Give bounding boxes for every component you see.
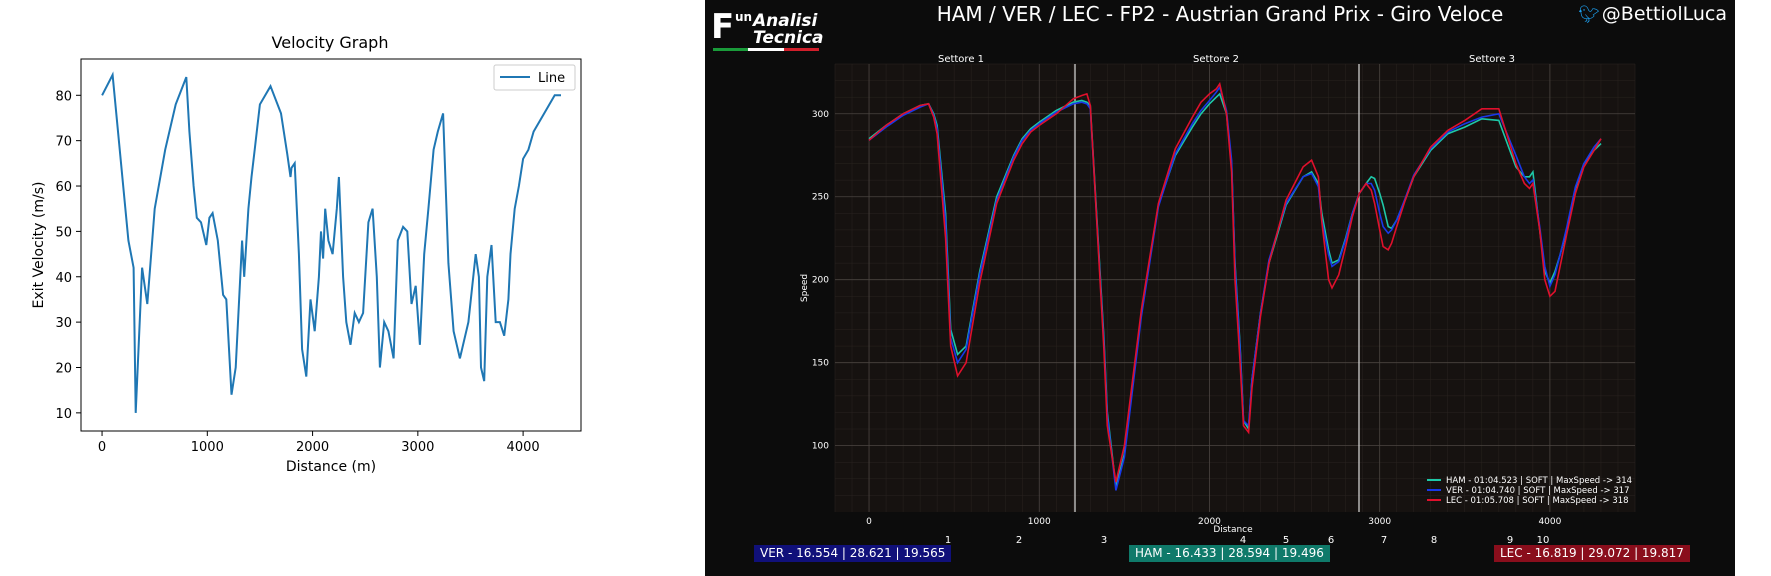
x-tick-label: 4000 xyxy=(507,440,540,455)
legend-label-ham: HAM - 01:04.523 | SOFT | MaxSpeed -> 314 xyxy=(1446,476,1632,486)
left-x-axis-label: Distance (m) xyxy=(286,459,376,475)
left-y-axis-label: Exit Velocity (m/s) xyxy=(31,182,47,309)
twitter-handle-text: @BettiolLuca xyxy=(1601,3,1727,25)
analisi-tecnica-logo: F un Analisi Tecnica xyxy=(711,7,824,52)
corner-number: 9 xyxy=(1507,535,1513,546)
corner-number: 3 xyxy=(1101,535,1107,546)
left-chart-title: Velocity Graph xyxy=(272,33,389,52)
telemetry-title: HAM / VER / LEC - FP2 - Austrian Grand P… xyxy=(937,2,1504,26)
x-tick-label: 1000 xyxy=(191,440,224,455)
sector-times-badge-ver: VER - 16.554 | 28.621 | 19.565 xyxy=(754,545,952,562)
series-line-lec xyxy=(868,81,1602,483)
y-tick-label: 60 xyxy=(55,180,72,195)
corner-number: 6 xyxy=(1328,535,1334,546)
y-tick-label: 30 xyxy=(55,316,72,331)
x-tick-label: 4000 xyxy=(1538,517,1561,527)
y-tick-label: 50 xyxy=(55,225,72,240)
twitter-handle: 🐦︎ @BettiolLuca xyxy=(1578,3,1727,25)
telemetry-legend: HAM - 01:04.523 | SOFT | MaxSpeed -> 314… xyxy=(1427,476,1632,506)
left-legend-box xyxy=(493,64,576,91)
y-tick-label: 40 xyxy=(55,271,72,286)
corner-number: 2 xyxy=(1016,535,1022,546)
x-tick-label: 2000 xyxy=(296,440,329,455)
x-tick-label: 3000 xyxy=(401,440,434,455)
y-tick-label: 100 xyxy=(812,442,829,452)
x-tick-label: 0 xyxy=(98,440,106,455)
corner-number: 7 xyxy=(1381,535,1387,546)
telemetry-y-axis-label: Speed xyxy=(800,274,810,302)
corner-number: 8 xyxy=(1431,535,1437,546)
sector-times-badge-ham: HAM - 16.433 | 28.594 | 19.496 xyxy=(1129,545,1330,562)
y-tick-label: 10 xyxy=(55,407,72,422)
twitter-bird-icon: 🐦︎ xyxy=(1578,5,1600,25)
legend-label-lec: LEC - 01:05.708 | SOFT | MaxSpeed -> 318 xyxy=(1446,496,1629,506)
left-plot-frame xyxy=(80,58,582,432)
italian-flag-stripe xyxy=(713,48,819,51)
y-tick-label: 70 xyxy=(55,135,72,150)
corner-number: 10 xyxy=(1537,535,1550,546)
corner-number: 1 xyxy=(945,535,951,546)
sector-times-badge-lec: LEC - 16.819 | 29.072 | 19.817 xyxy=(1494,545,1690,562)
sector-label-2: Settore 2 xyxy=(1193,54,1239,65)
y-tick-label: 200 xyxy=(812,276,829,286)
corner-numbers: 1 2 3 4 5 6 7 8 9 10 xyxy=(945,535,1550,546)
telemetry-x-axis-label: Distance xyxy=(1213,525,1253,535)
y-tick-label: 150 xyxy=(812,359,829,369)
y-tick-label: 250 xyxy=(812,193,829,203)
x-tick-label: 0 xyxy=(866,517,872,527)
logo-text-tecnica: Tecnica xyxy=(753,28,824,48)
y-tick-label: 80 xyxy=(55,89,72,104)
y-tick-label: 300 xyxy=(812,110,829,120)
sector-label-3: Settore 3 xyxy=(1469,54,1515,65)
logo-letter-f: F xyxy=(711,7,735,47)
x-tick-label: 2000 xyxy=(1198,517,1221,527)
left-legend-label: Line xyxy=(538,71,565,86)
corner-number: 4 xyxy=(1240,535,1246,546)
sector-label-1: Settore 1 xyxy=(938,54,984,65)
corner-number: 5 xyxy=(1283,535,1289,546)
x-tick-label: 3000 xyxy=(1368,517,1391,527)
logo-text-analisi: Analisi xyxy=(753,11,818,31)
legend-label-ver: VER - 01:04.740 | SOFT | MaxSpeed -> 317 xyxy=(1446,486,1630,496)
logo-letters-un: un xyxy=(735,10,753,24)
y-tick-label: 20 xyxy=(55,361,72,376)
series-line-velocity xyxy=(101,71,561,413)
telemetry-panel: HAM / VER / LEC - FP2 - Austrian Grand P… xyxy=(705,0,1735,576)
velocity-graph: Velocity Graph 0 1000 2000 3000 4000 10 20 30 40… xyxy=(31,33,582,475)
left-legend: Line xyxy=(493,64,576,91)
x-tick-label: 1000 xyxy=(1028,517,1051,527)
